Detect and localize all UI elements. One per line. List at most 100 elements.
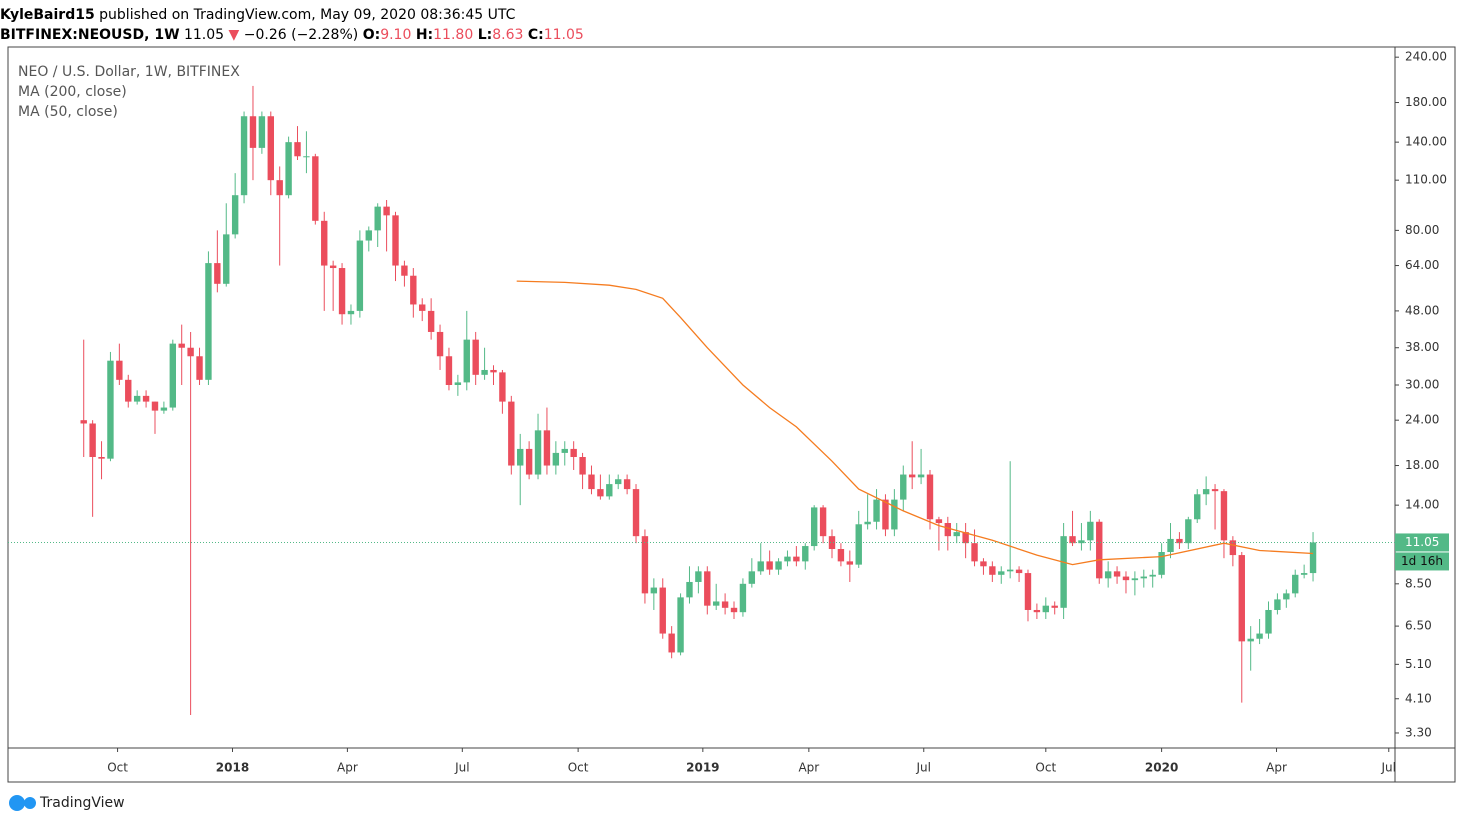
ohlc-value: 8.63 xyxy=(492,27,523,43)
header-line-2: BITFINEX:NEOUSD, 1W 11.05 ▼ −0.26 (−2.28… xyxy=(0,27,584,43)
x-tick-label: Oct xyxy=(107,761,128,775)
candle-body xyxy=(873,499,880,522)
candle-body xyxy=(900,474,907,500)
candle-body xyxy=(1220,491,1228,541)
candle-body xyxy=(935,519,943,524)
candle-body xyxy=(570,448,577,458)
x-tick-label: Oct xyxy=(1035,761,1056,775)
candle-body xyxy=(338,268,346,315)
x-tick-label: 2020 xyxy=(1145,761,1178,775)
candle-body xyxy=(1274,599,1281,610)
candle-body xyxy=(588,474,595,490)
candle-body xyxy=(294,142,301,157)
published: published on TradingView.com, May 09, 20… xyxy=(99,7,515,23)
y-tick-label: 4.10 xyxy=(1405,691,1432,705)
candle-body xyxy=(944,523,952,537)
candle-body xyxy=(748,571,756,584)
countdown-box xyxy=(1395,552,1449,571)
candle-body xyxy=(1309,542,1317,574)
candle-body xyxy=(739,583,747,613)
candle-body xyxy=(1069,536,1076,544)
header-line-1: KyleBaird15 published on TradingView.com… xyxy=(0,7,516,23)
last-price-label: 11.05 xyxy=(1405,535,1439,549)
candle-body xyxy=(285,142,292,196)
y-tick-label: 38.00 xyxy=(1405,340,1439,354)
candle-body xyxy=(802,546,809,562)
candle-body xyxy=(249,116,257,148)
candle-body xyxy=(980,561,987,567)
candle-body xyxy=(196,356,203,380)
candle-body xyxy=(499,372,506,402)
last: 11.05 xyxy=(184,27,224,43)
candle-body xyxy=(908,474,916,478)
candle-body xyxy=(374,206,381,231)
arrow: ▼ xyxy=(229,27,240,43)
candle-body xyxy=(926,474,934,520)
candle-body xyxy=(623,479,631,490)
candle-body xyxy=(712,601,720,606)
candle-body xyxy=(962,532,969,544)
author: KyleBaird15 xyxy=(0,7,95,23)
ohlc-key: L: xyxy=(478,27,493,43)
change: −0.26 (−2.28%) xyxy=(244,27,358,43)
candle-body xyxy=(98,457,105,459)
candle-body xyxy=(819,507,827,537)
candle-body xyxy=(267,116,274,181)
candle-body xyxy=(597,489,604,497)
candle-body xyxy=(490,369,497,373)
x-tick-label: Jul xyxy=(1381,761,1396,775)
candle-body xyxy=(445,356,453,385)
candle-body xyxy=(534,430,542,475)
y-tick-label: 240.00 xyxy=(1405,50,1447,64)
candle-body xyxy=(552,452,560,466)
candle-body xyxy=(517,448,524,466)
candle-body xyxy=(1167,538,1174,553)
candle-body xyxy=(1131,578,1139,581)
candle-body xyxy=(169,343,177,408)
candle-body xyxy=(1078,540,1085,544)
candle-body xyxy=(223,234,230,284)
candle-body xyxy=(659,587,666,634)
candle-body xyxy=(1051,605,1058,608)
candle-body xyxy=(401,265,408,276)
ohlc-value: 9.10 xyxy=(380,27,411,43)
y-tick-label: 14.00 xyxy=(1405,498,1439,512)
candle-body xyxy=(410,275,417,305)
x-tick-label: 2018 xyxy=(216,761,249,775)
candle-body xyxy=(1024,573,1032,610)
candle-body xyxy=(561,448,568,453)
candle-body xyxy=(178,343,185,348)
candle-body xyxy=(1292,574,1299,594)
x-tick-label: Apr xyxy=(798,761,819,775)
candle-body xyxy=(125,379,132,402)
candle-body xyxy=(1247,638,1254,642)
candle-body xyxy=(1087,521,1094,541)
x-tick-label: Jul xyxy=(454,761,469,775)
candle-body xyxy=(1256,633,1263,639)
y-tick-label: 24.00 xyxy=(1405,413,1439,427)
candle-body xyxy=(1033,609,1041,613)
y-tick-label: 18.00 xyxy=(1405,458,1439,472)
candle-body xyxy=(810,507,818,547)
candle-body xyxy=(89,423,96,458)
symbol: BITFINEX:NEOUSD, 1W xyxy=(0,27,180,43)
y-tick-label: 180.00 xyxy=(1405,95,1447,109)
candle-body xyxy=(953,532,960,537)
candle-body xyxy=(240,116,248,196)
y-tick-label: 30.00 xyxy=(1405,377,1439,391)
x-tick-label: Apr xyxy=(1266,761,1287,775)
indicator-label: MA (50, close) xyxy=(18,104,118,120)
candle-body xyxy=(864,521,871,525)
y-tick-label: 6.50 xyxy=(1405,619,1432,633)
candle-body xyxy=(187,347,194,357)
candle-body xyxy=(615,479,622,485)
brand: TradingView xyxy=(39,795,125,811)
candle-body xyxy=(1096,521,1103,579)
candle-body xyxy=(1185,519,1192,544)
candle-body xyxy=(436,331,444,357)
candle-body xyxy=(383,206,390,216)
candle-body xyxy=(695,571,702,582)
candle-body xyxy=(151,401,159,411)
ohlc-key: C: xyxy=(528,27,544,43)
